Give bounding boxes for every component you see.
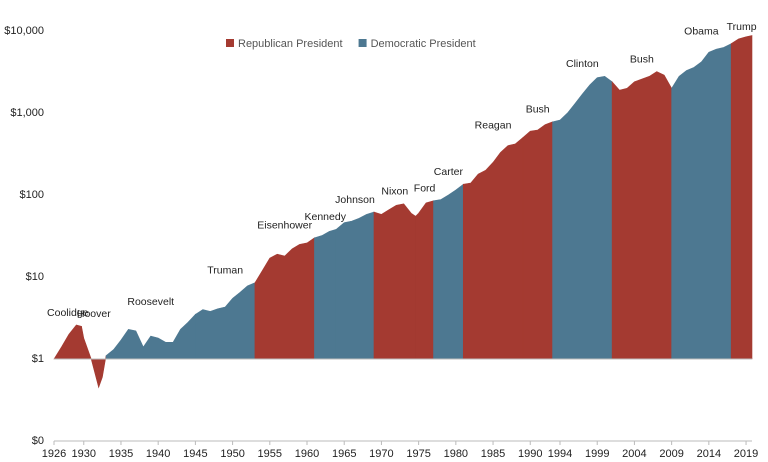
x-tick-label: 1990 bbox=[518, 448, 542, 460]
president-label: Ford bbox=[414, 183, 436, 195]
president-label: Bush bbox=[526, 104, 550, 116]
area bbox=[195, 282, 256, 360]
area bbox=[462, 137, 524, 360]
legend-swatch bbox=[226, 39, 234, 47]
x-tick-label: 1935 bbox=[109, 448, 133, 460]
y-tick-label: $1 bbox=[32, 353, 44, 365]
president-label: Bush bbox=[630, 53, 654, 65]
president-label: Obama bbox=[684, 25, 719, 37]
y-tick-label: $10,000 bbox=[4, 25, 44, 37]
president-label: Truman bbox=[207, 265, 243, 277]
president-label: Eisenhower bbox=[257, 220, 312, 232]
x-tick-label: 1930 bbox=[72, 448, 96, 460]
area bbox=[314, 229, 337, 360]
legend-label: Democratic President bbox=[371, 38, 476, 50]
president-label: Kennedy bbox=[305, 211, 347, 223]
president-label: Reagan bbox=[475, 119, 512, 131]
area bbox=[415, 200, 434, 360]
y-tick-label: $100 bbox=[20, 189, 44, 201]
president-label: Hoover bbox=[77, 308, 111, 320]
area bbox=[335, 211, 375, 360]
area bbox=[373, 203, 416, 360]
x-tick-label: 1960 bbox=[295, 448, 319, 460]
x-tick-label: 2019 bbox=[734, 448, 758, 460]
x-tick-label: 1975 bbox=[406, 448, 430, 460]
y-tick-label: $10 bbox=[26, 271, 44, 283]
x-tick-label: 1926 bbox=[42, 448, 66, 460]
x-tick-label: 1965 bbox=[332, 448, 356, 460]
x-tick-label: 2009 bbox=[659, 448, 683, 460]
area bbox=[552, 76, 613, 360]
y-tick-label: $1,000 bbox=[10, 107, 44, 119]
area bbox=[522, 121, 553, 360]
area bbox=[81, 326, 107, 389]
president-label: Johnson bbox=[335, 194, 375, 206]
president-label: Nixon bbox=[381, 186, 408, 198]
x-tick-label: 1950 bbox=[220, 448, 244, 460]
y-tick-label: $0 bbox=[32, 435, 44, 447]
area bbox=[433, 183, 464, 360]
area bbox=[671, 43, 732, 360]
x-tick-label: 1985 bbox=[481, 448, 505, 460]
president-label: Roosevelt bbox=[127, 296, 174, 308]
x-tick-label: 1970 bbox=[369, 448, 393, 460]
president-label: Coolidge bbox=[47, 307, 89, 319]
legend-swatch bbox=[358, 39, 367, 47]
x-tick-label: 1999 bbox=[585, 448, 609, 460]
x-tick-label: 2014 bbox=[697, 448, 721, 460]
president-label: Clinton bbox=[566, 58, 599, 70]
area bbox=[730, 35, 753, 360]
president-label: Trump bbox=[727, 21, 757, 33]
president-label: Carter bbox=[434, 166, 464, 178]
area bbox=[611, 71, 672, 360]
area bbox=[105, 313, 196, 360]
x-tick-label: 1940 bbox=[146, 448, 170, 460]
area bbox=[53, 324, 82, 360]
x-tick-label: 2004 bbox=[622, 448, 646, 460]
x-tick-label: 1945 bbox=[183, 448, 207, 460]
x-tick-label: 1980 bbox=[444, 448, 468, 460]
x-tick-label: 1994 bbox=[548, 448, 572, 460]
area bbox=[254, 237, 315, 360]
legend-label: Republican President bbox=[238, 38, 343, 50]
x-tick-label: 1955 bbox=[258, 448, 282, 460]
